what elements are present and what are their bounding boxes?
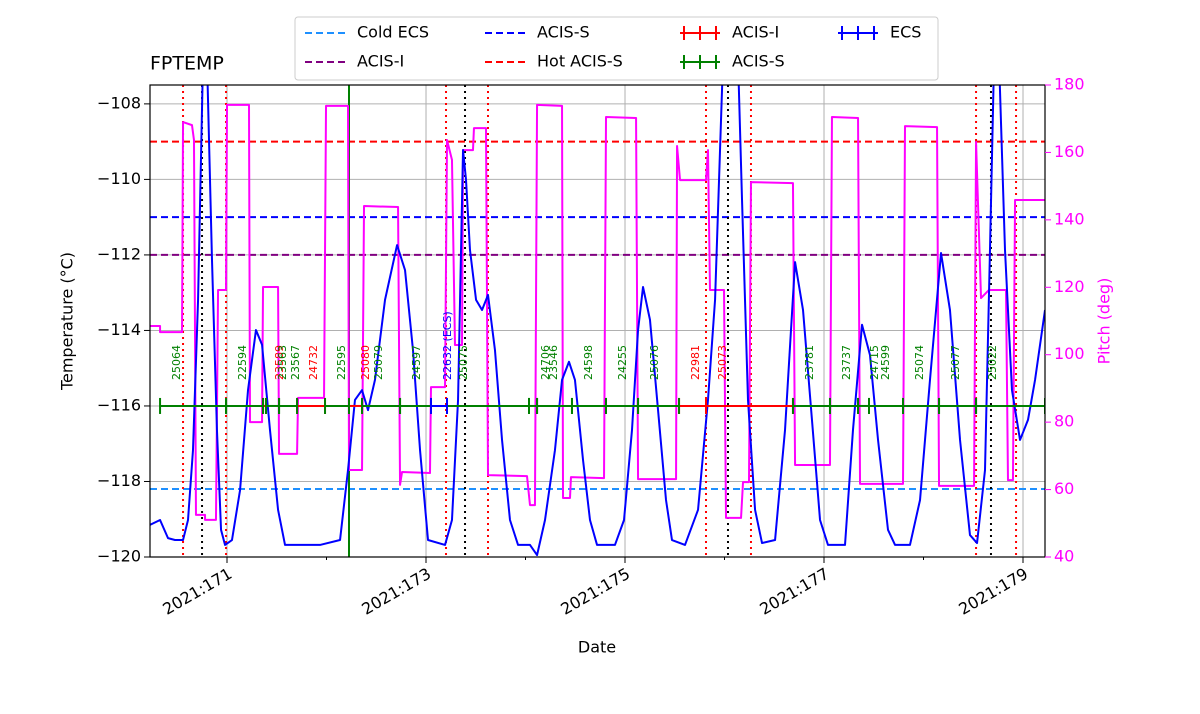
observation-label: 25076	[648, 345, 661, 380]
y-tick-label: −118	[97, 471, 141, 490]
observation-label: 25075	[457, 345, 470, 380]
observation-label: 24255	[616, 345, 629, 380]
observation-label: 23589	[273, 345, 286, 380]
observation-label: 24599	[879, 345, 892, 380]
observation-label: 25080	[359, 345, 372, 380]
y2-tick-label: 60	[1054, 479, 1074, 498]
chart-title: FPTEMP	[150, 53, 224, 75]
legend-label: ACIS-S	[537, 23, 590, 42]
observation-label: 25077	[949, 345, 962, 380]
observation-label: 22594	[236, 345, 249, 380]
observation-label: 24598	[582, 345, 595, 380]
observation-label: 22595	[335, 345, 348, 380]
observation-label: 25073	[716, 345, 729, 380]
observation-label: 23563	[276, 345, 289, 380]
observation-label: 25064	[170, 345, 183, 380]
y-tick-label: −112	[97, 244, 141, 263]
observation-label: 24715	[868, 345, 881, 380]
legend-box	[294, 16, 939, 81]
observation-label: 24706	[539, 345, 552, 380]
data-line	[150, 85, 1045, 557]
plot-area	[150, 85, 1045, 557]
y2-tick-label: 40	[1054, 547, 1074, 566]
y-tick-label: −108	[97, 93, 141, 112]
y2-tick-label: 180	[1054, 75, 1085, 94]
observation-label: 22981	[689, 345, 702, 380]
observation-label: 23546	[547, 345, 560, 380]
axes-frame	[149, 84, 1046, 558]
y-tick-label: −116	[97, 395, 141, 414]
x-axis-label: Date	[578, 638, 616, 657]
observation-label: 24732	[307, 345, 320, 380]
observation-label: 24597	[410, 345, 423, 380]
y2-tick-label: 80	[1054, 412, 1074, 431]
legend-label: ACIS-I	[732, 23, 779, 42]
data-line	[150, 103, 1045, 521]
legend-label: ACIS-I	[357, 52, 404, 71]
observation-label: 25074	[913, 345, 926, 380]
observation-label: 25022	[986, 345, 999, 380]
legend-label: Cold ECS	[357, 23, 429, 42]
observation-label: 25079	[372, 345, 385, 380]
observation-label: 23737	[840, 345, 853, 380]
legend-label: Hot ACIS-S	[537, 52, 623, 71]
y-axis-label: Temperature (°C)	[58, 252, 77, 391]
y-tick-label: −110	[97, 169, 141, 188]
y2-tick-label: 160	[1054, 142, 1085, 161]
observation-label: 22632 (ECS)	[441, 311, 454, 380]
legend-label: ACIS-S	[732, 52, 785, 71]
y-tick-label: −120	[97, 547, 141, 566]
y2-tick-label: 140	[1054, 209, 1085, 228]
observation-label: 23567	[289, 345, 302, 380]
y2-tick-label: 100	[1054, 344, 1085, 363]
y2-tick-label: 120	[1054, 277, 1085, 296]
observation-label: 23781	[803, 345, 816, 380]
y2-axis-label: Pitch (deg)	[1095, 278, 1114, 365]
legend-label: ECS	[890, 23, 921, 42]
legend: Cold ECS ACIS-I ACIS-S Hot ACIS-S ACIS-I ACIS…	[294, 16, 939, 81]
y-tick-label: −114	[97, 320, 141, 339]
